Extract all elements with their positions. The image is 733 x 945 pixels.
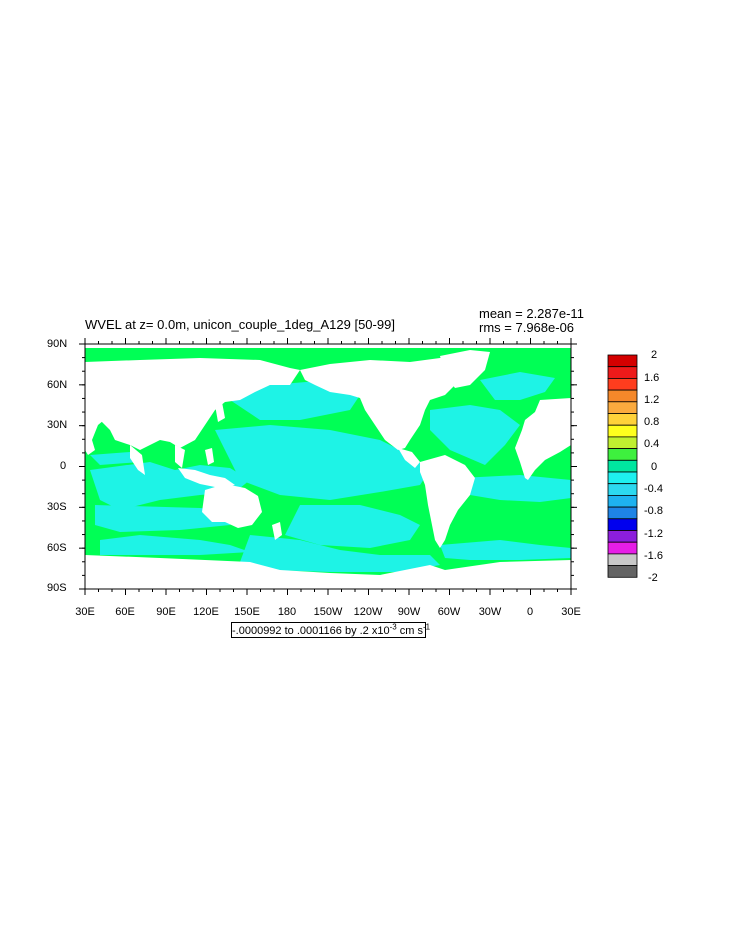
rms-value: rms = 7.968e-06 <box>479 320 575 335</box>
colorbar-swatch <box>607 494 638 508</box>
lon-label: 30E <box>561 606 581 618</box>
range-text: -.0000992 to .0001166 by .2 x10 <box>232 625 390 637</box>
colorbar-swatch <box>607 389 638 403</box>
colorbar-swatch <box>607 354 638 368</box>
colorbar-label: -0.4 <box>644 483 663 495</box>
colorbar-swatch <box>607 401 638 414</box>
lon-label: 90E <box>156 606 176 618</box>
lon-label: 120E <box>193 606 219 618</box>
lon-label: 30W <box>478 606 502 618</box>
range-unit: cm s <box>396 625 423 637</box>
lon-label: 120W <box>353 606 383 618</box>
land-mask <box>85 344 571 589</box>
colorbar-label: 0 <box>651 461 658 473</box>
axis-ticks <box>79 338 577 595</box>
colorbar-swatch <box>607 471 638 485</box>
mean-value: mean = 2.287e-11 <box>479 306 584 321</box>
colorbar-label: 2 <box>651 349 658 361</box>
colorbar-swatch <box>607 530 638 543</box>
lat-label-30n: 30N <box>47 419 68 431</box>
colorbar-label: -2 <box>648 572 658 584</box>
colorbar-swatch <box>607 459 638 473</box>
lon-label: 60W <box>437 606 461 618</box>
range-exponent: -3 <box>389 622 397 632</box>
colorbar-swatch <box>607 506 638 520</box>
colorbar-swatch <box>607 377 638 391</box>
lat-label-90n: 90N <box>47 338 68 350</box>
lon-label: 90W <box>397 606 421 618</box>
colorbar-label: 1.2 <box>644 394 660 406</box>
colorbar-label: -0.8 <box>644 505 663 517</box>
lon-label: 150W <box>313 606 343 618</box>
contour-range-label: -.0000992 to .0001166 by .2 x10-3 cm s-1 <box>231 622 430 638</box>
colorbar-label: 0.4 <box>644 438 660 450</box>
plot-title: WVEL at z= 0.0m, unicon_couple_1deg_A129… <box>85 317 395 332</box>
map-field <box>85 344 571 589</box>
lat-label-0: 0 <box>60 460 67 472</box>
colorbar-swatch <box>607 518 638 531</box>
lon-label: 150E <box>234 606 260 618</box>
lon-label: 60E <box>115 606 135 618</box>
colorbar-swatch <box>607 413 638 426</box>
colorbar-swatch <box>607 424 638 438</box>
lat-label-60s: 60S <box>47 542 67 554</box>
colorbar-swatch <box>607 483 638 496</box>
colorbar-label: -1.6 <box>644 550 663 562</box>
lon-label: 30E <box>75 606 95 618</box>
colorbar-swatch <box>607 541 638 555</box>
colorbar <box>607 354 638 578</box>
colorbar-swatch <box>607 565 638 578</box>
colorbar-swatch <box>607 448 638 461</box>
lon-label: 180 <box>277 606 297 618</box>
lon-label: 0 <box>526 606 534 618</box>
colorbar-swatch <box>607 436 638 449</box>
colorbar-label: 0.8 <box>644 416 660 428</box>
lat-label-60n: 60N <box>47 379 68 391</box>
colorbar-swatch <box>607 553 638 567</box>
range-unit-exponent: -1 <box>423 622 431 632</box>
colorbar-label: -1.2 <box>644 528 663 540</box>
colorbar-label: 1.6 <box>644 372 660 384</box>
lat-label-90s: 90S <box>47 582 67 594</box>
colorbar-swatch <box>607 366 638 379</box>
lat-label-30s: 30S <box>47 501 67 513</box>
